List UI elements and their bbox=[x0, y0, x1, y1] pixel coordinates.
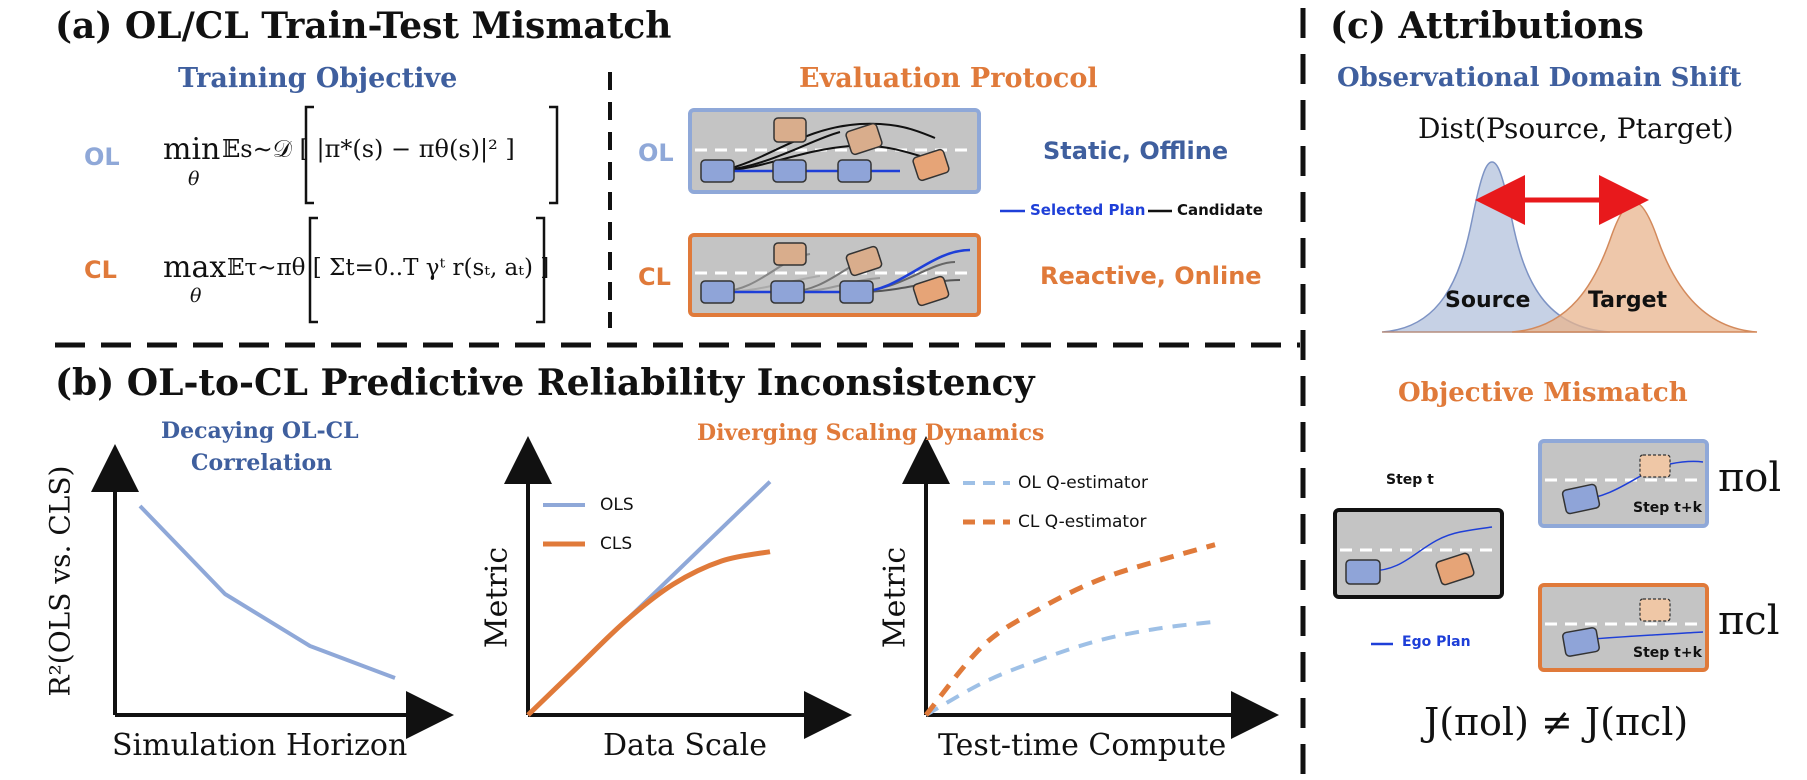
cl-formula-brackets bbox=[308, 216, 546, 324]
cl-formula-op: max bbox=[163, 250, 227, 285]
chart1-ylabel: R²(OLS vs. CLS) bbox=[43, 465, 77, 697]
panel-a-title: (a) OL/CL Train-Test Mismatch bbox=[55, 5, 672, 47]
ol-formula-body: 𝔼s∼𝒟 [ |π*(s) − πθ(s)|² ] bbox=[222, 135, 515, 163]
cl-road-scene bbox=[688, 233, 981, 317]
distribution-plot bbox=[1381, 161, 1758, 333]
scaling-chart-title: Diverging Scaling Dynamics bbox=[697, 420, 1045, 446]
objective-inequality: J(πol) ≠ J(πcl) bbox=[1424, 700, 1689, 744]
legend-cls: CLS bbox=[600, 534, 633, 554]
cl-tag: CL bbox=[84, 256, 117, 284]
ol-formula-brackets bbox=[304, 105, 559, 205]
cl-formula-sub: θ bbox=[190, 285, 202, 307]
ol-road-scene bbox=[688, 108, 981, 194]
pi-cl-label: πcl bbox=[1718, 598, 1780, 644]
legend-ol-q: OL Q-estimator bbox=[1018, 473, 1148, 493]
source-label: Source bbox=[1445, 288, 1531, 313]
chart1-xlabel: Simulation Horizon bbox=[112, 728, 408, 763]
left-chart-title-line1: Decaying OL-CL bbox=[161, 418, 359, 444]
evaluation-protocol-title: Evaluation Protocol bbox=[799, 63, 1098, 94]
chart3-series-ol-q-estimator bbox=[925, 619, 1216, 717]
ol-formula-op: min bbox=[163, 132, 221, 167]
chart3-ylabel: Metric bbox=[877, 546, 913, 649]
chart3-axes bbox=[902, 436, 1279, 739]
ol-tag: OL bbox=[84, 143, 120, 171]
step-t-scene bbox=[1333, 508, 1504, 599]
left-chart-title-line2: Correlation bbox=[191, 450, 333, 476]
source-distribution bbox=[1381, 161, 1611, 333]
shift-title: Observational Domain Shift bbox=[1337, 63, 1742, 93]
chart2-xlabel: Data Scale bbox=[603, 728, 768, 763]
training-objective-title: Training Objective bbox=[178, 63, 458, 94]
chart3-xlabel: Test-time Compute bbox=[938, 728, 1227, 763]
cl-eval-tag: CL bbox=[638, 263, 671, 291]
chart1-series-r- bbox=[138, 504, 396, 680]
mismatch-title: Objective Mismatch bbox=[1398, 378, 1688, 408]
ol-formula-sub: θ bbox=[188, 168, 200, 190]
legend-candidate: Candidate bbox=[1177, 201, 1263, 219]
ego-plan-label: Ego Plan bbox=[1402, 634, 1471, 650]
step-tk-label-cl: Step t+k bbox=[1633, 645, 1702, 661]
chart2-series-cls bbox=[526, 549, 771, 717]
chart2-axes bbox=[504, 436, 852, 739]
chart1-axes bbox=[91, 444, 454, 739]
pi-ol-scene bbox=[1538, 439, 1709, 528]
step-t-label: Step t bbox=[1386, 472, 1434, 488]
chart2-ylabel: Metric bbox=[479, 546, 515, 649]
legend-cl-q: CL Q-estimator bbox=[1018, 512, 1147, 532]
panel-b-title: (b) OL-to-CL Predictive Reliability Inco… bbox=[55, 362, 1035, 404]
ol-eval-tag: OL bbox=[638, 139, 674, 167]
pi-cl-scene bbox=[1538, 583, 1709, 672]
legend-selected-plan: Selected Plan bbox=[1030, 201, 1146, 219]
chart3-series-cl-q-estimator bbox=[924, 542, 1216, 717]
panel-c-title: (c) Attributions bbox=[1330, 5, 1644, 47]
cl-formula-body: 𝔼τ∼πθ [ Σt=0..T γᵗ r(sₜ, aₜ) ] bbox=[227, 255, 550, 281]
legend-ols: OLS bbox=[600, 495, 634, 515]
pi-ol-label: πol bbox=[1718, 455, 1782, 501]
dist-formula: Dist(Psource, Ptarget) bbox=[1418, 112, 1734, 145]
cl-eval-desc: Reactive, Online bbox=[1040, 262, 1262, 290]
ol-eval-desc: Static, Offline bbox=[1043, 137, 1229, 165]
target-label: Target bbox=[1588, 288, 1668, 313]
step-tk-label-ol: Step t+k bbox=[1633, 500, 1702, 516]
